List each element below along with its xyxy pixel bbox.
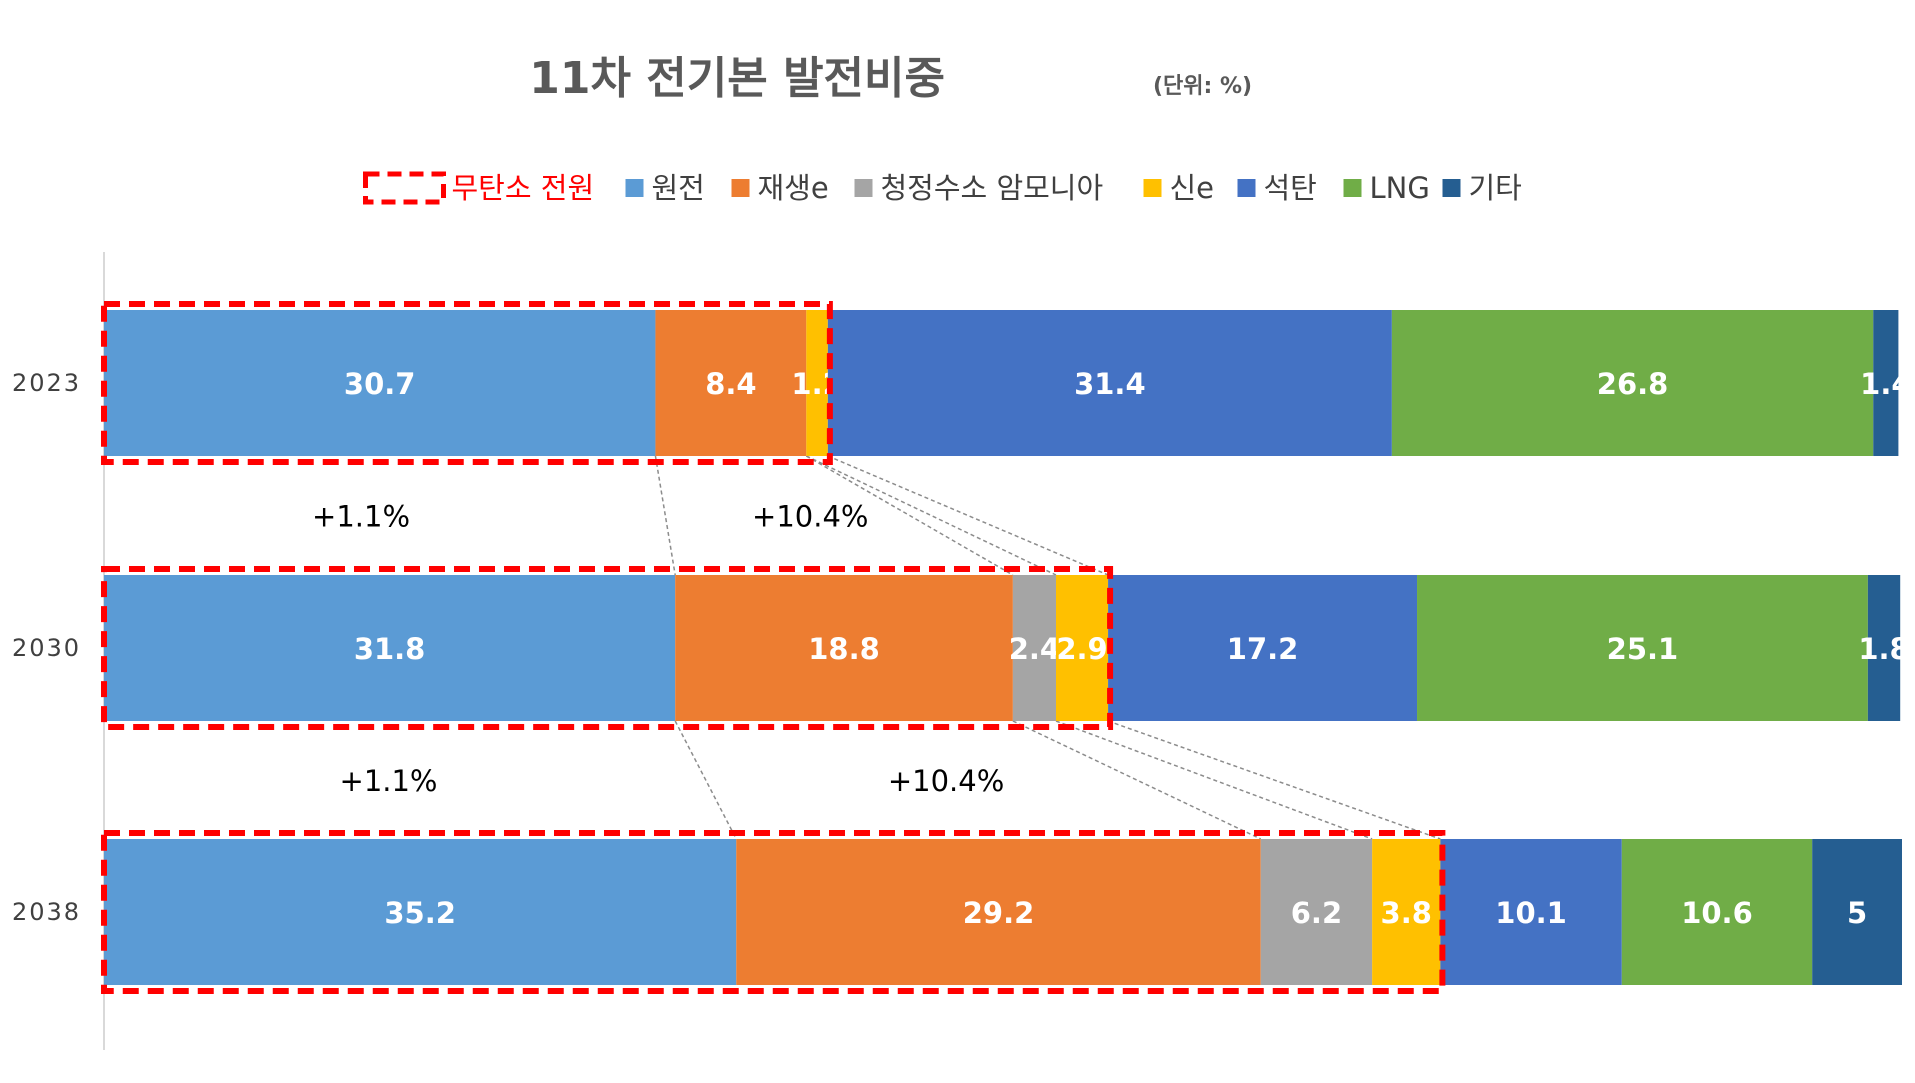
data-label: 8.4 [705, 367, 756, 401]
bars: 30.7 8.4 1.2 31.4 26.8 1.431.8 18.8 2.42.9 17.2 2… [104, 310, 1912, 985]
data-label: 31.4 [1074, 367, 1146, 401]
chart-title-text: 11차 전기본 발전비중 [529, 53, 945, 104]
data-label: 2.4 [1009, 632, 1060, 666]
connector-line [827, 455, 1109, 576]
data-label: 31.8 [354, 632, 426, 666]
legend-swatch [1442, 179, 1461, 197]
data-label: 3.8 [1381, 896, 1432, 930]
bar-segment [1621, 839, 1813, 985]
data-label: 35.2 [384, 896, 456, 930]
carbon-free-box [101, 566, 1114, 730]
legend-label: 청정수소 암모니아 [881, 171, 1104, 205]
bar-segment [655, 310, 807, 456]
connector-lines [654, 455, 1441, 840]
chart-subtitle-text: (단위: %) [1153, 74, 1252, 99]
bar-segment [104, 575, 676, 721]
bar-segment [1440, 839, 1622, 985]
legend-label: 석탄 [1264, 171, 1317, 205]
data-label: 6.2 [1291, 896, 1342, 930]
bar-segment [1417, 575, 1868, 721]
data-label: 2.9 [1056, 632, 1107, 666]
bar-segment [806, 310, 828, 456]
change-annotation: +10.4% [752, 500, 868, 534]
legend-item: 석탄 [1237, 171, 1317, 205]
data-label: 1.4 [1860, 367, 1911, 401]
connector-line [1055, 720, 1373, 840]
legend-item: 원전 [625, 171, 705, 205]
data-label: 18.8 [808, 632, 880, 666]
legend-item: 기타 [1442, 171, 1522, 205]
legend-swatch [1143, 179, 1162, 197]
bar-segment [1108, 575, 1418, 721]
bar-segment [1012, 575, 1056, 721]
data-label: 30.7 [344, 367, 416, 401]
legend-item: 청정수소 암모니아 [854, 171, 1104, 205]
legend-item: 무탄소 전원 [363, 171, 595, 205]
change-annotation: +1.1% [312, 500, 410, 534]
legend-item: 신e [1143, 171, 1215, 205]
category-label: 2023 [12, 369, 81, 397]
change-annotation: +1.1% [340, 764, 438, 798]
legend-label: 신e [1170, 171, 1215, 205]
legend-label: 기타 [1469, 171, 1522, 205]
legend-item: LNG [1343, 171, 1430, 205]
legend-label: 무탄소 전원 [452, 171, 595, 205]
legend-swatch [1237, 179, 1256, 197]
data-label: 25.1 [1607, 632, 1679, 666]
carbon-free-box [101, 301, 833, 465]
bar-segment [1391, 310, 1874, 456]
bar-segment [1055, 575, 1109, 721]
data-label: 26.8 [1597, 367, 1669, 401]
bar-segment [1873, 310, 1899, 456]
connector-line [1107, 720, 1441, 840]
connector-line [1012, 720, 1262, 840]
category-label: 2038 [12, 898, 81, 926]
category-labels: 2023 2030 2038 [12, 369, 81, 926]
bar-segment [1867, 575, 1901, 721]
legend-swatch [1343, 179, 1362, 197]
annotations: +1.1% +10.4% +1.1% +10.4% [312, 500, 1004, 799]
bar-segment [736, 839, 1261, 985]
data-label: 5 [1847, 896, 1867, 930]
bar-segment [827, 310, 1392, 456]
legend: 무탄소 전원 원전 재생e 청정수소 암모니아 신e 석탄 LNG 기타 [363, 171, 1522, 205]
category-label: 2030 [12, 634, 81, 662]
chart-title: 11차 전기본 발전비중 (단위: %) [529, 53, 1252, 104]
legend-label: 재생e [758, 171, 829, 205]
bar-segment [104, 839, 737, 985]
legend-item: 재생e [731, 171, 829, 205]
data-label: 29.2 [963, 896, 1035, 930]
change-annotation: +10.4% [888, 764, 1004, 798]
bar-segment [104, 310, 656, 456]
bar-segment [1812, 839, 1902, 985]
data-label: 10.6 [1681, 896, 1753, 930]
carbon-free-box [101, 830, 1446, 994]
connector-line [654, 455, 676, 576]
legend-swatch [625, 179, 644, 197]
bar-segment [1260, 839, 1373, 985]
data-label: 1.8 [1858, 632, 1909, 666]
legend-label: LNG [1370, 171, 1430, 205]
data-label: 10.1 [1495, 896, 1567, 930]
legend-label: 원전 [652, 171, 705, 205]
legend-swatch [731, 179, 750, 197]
carbon-free-boxes [101, 301, 1446, 994]
legend-dashed-box [363, 171, 446, 205]
connector-line [674, 720, 737, 840]
data-label: 17.2 [1227, 632, 1299, 666]
connector-line [805, 455, 1014, 576]
legend-swatch [854, 179, 873, 197]
bar-segment [675, 575, 1013, 721]
bar-segment [1372, 839, 1441, 985]
